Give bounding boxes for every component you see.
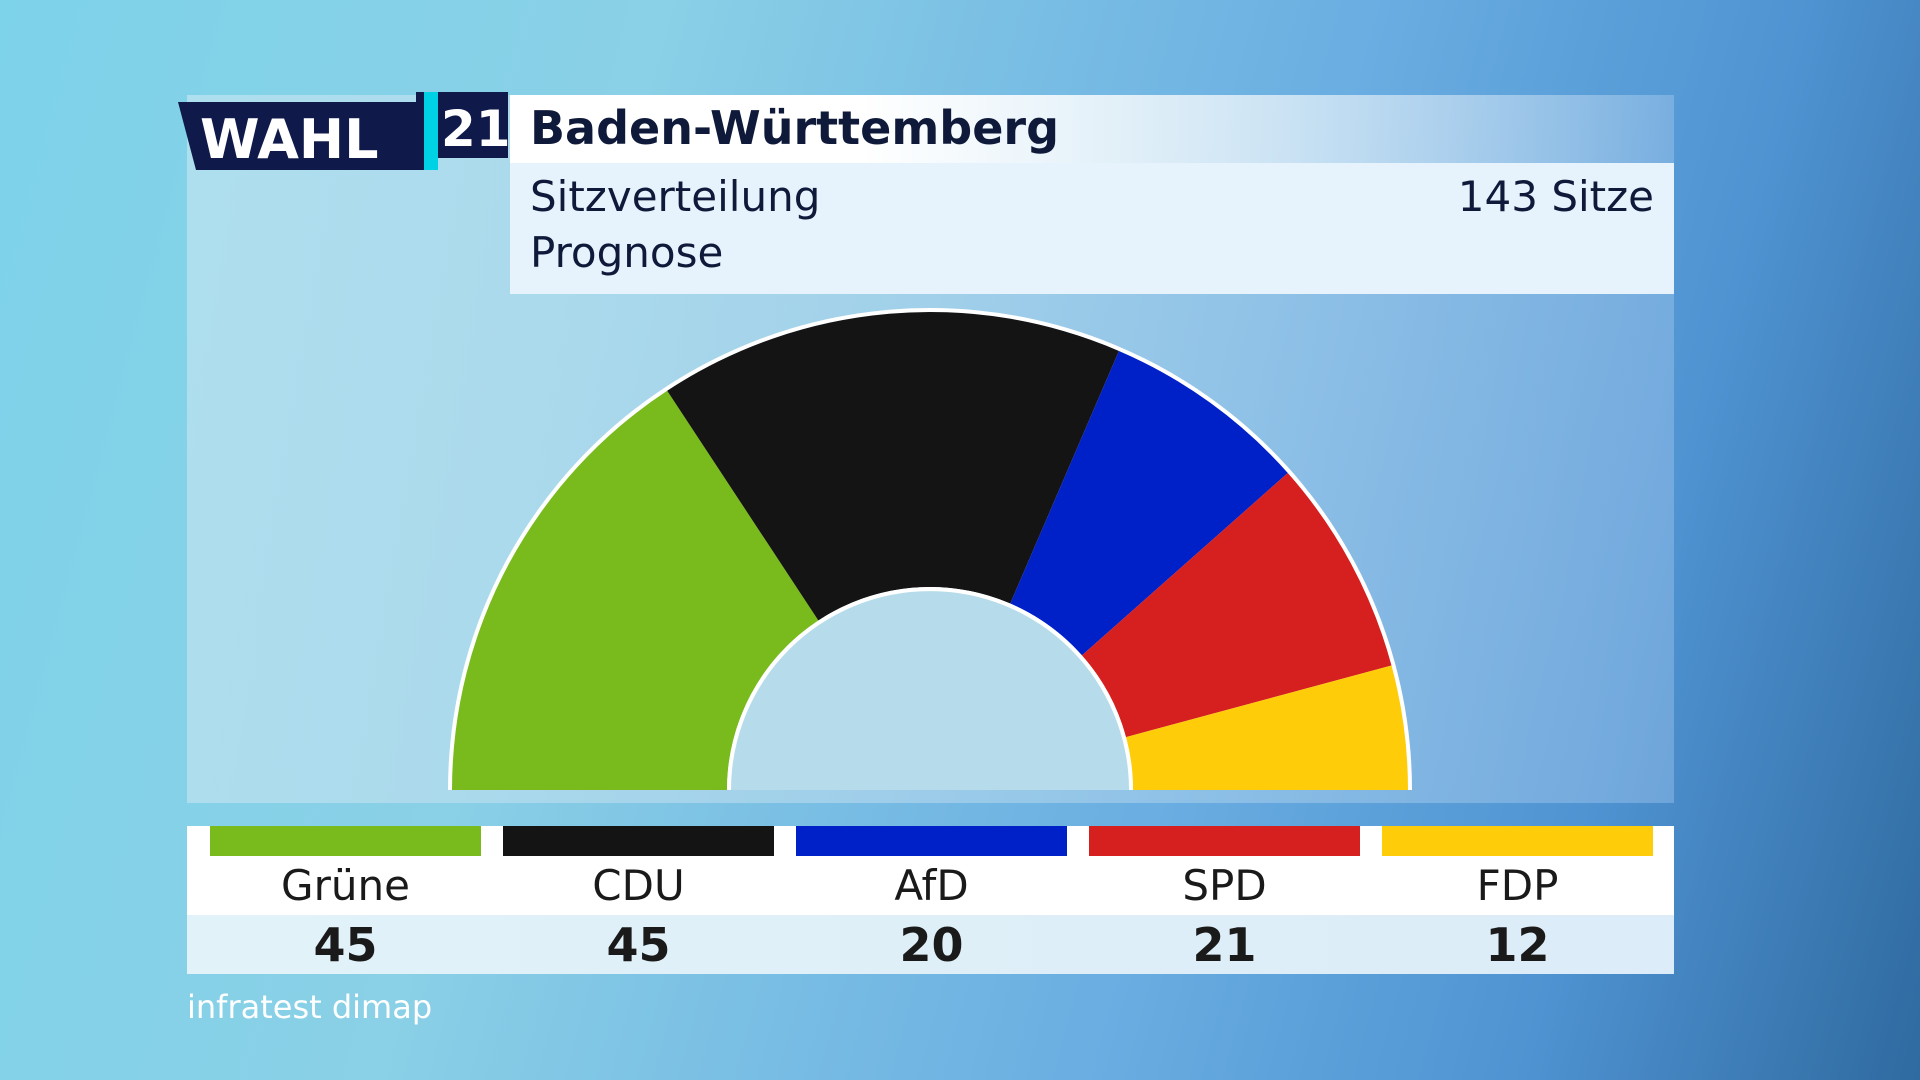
seat-segment-4: [1081, 473, 1392, 738]
legend-party-name: CDU: [592, 861, 685, 910]
subtitle-box: [510, 163, 1674, 294]
legend-item: AfD 20: [796, 826, 1067, 974]
logo-word-bg: [178, 102, 416, 170]
logo-accent: [424, 92, 438, 170]
legend-party-seats: 20: [899, 918, 964, 972]
seat-segment-2: [667, 311, 1119, 621]
legend-party-seats: 21: [1192, 918, 1257, 972]
legend-party-seats: 45: [606, 918, 671, 972]
subtitle-line-1: Sitzverteilung: [530, 172, 821, 221]
source-credit: infratest dimap: [187, 988, 433, 1026]
title-bar: [510, 95, 1674, 163]
legend-party-name: AfD: [894, 861, 969, 910]
legend-swatch: [503, 826, 774, 856]
wahl-logo: WAHL 21: [178, 92, 508, 171]
chart-center: [731, 591, 1129, 790]
logo-word: WAHL: [200, 108, 379, 171]
logo-year: 21: [441, 100, 508, 158]
legend-swatch: [796, 826, 1067, 856]
page-title: Baden-Württemberg: [530, 101, 1060, 155]
seat-segment-3: [1010, 350, 1288, 656]
legend-values-row: [187, 915, 1674, 974]
legend-party-name: Grüne: [281, 861, 410, 910]
subtitle-line-2: Prognose: [530, 228, 724, 277]
total-seats: 143 Sitze: [1457, 172, 1654, 221]
legend-item: FDP 12: [1382, 826, 1653, 974]
legend-swatch: [210, 826, 481, 856]
legend-swatch: [1382, 826, 1653, 856]
seat-segment-1: [452, 390, 819, 790]
seat-segment-5: [1125, 665, 1408, 790]
legend-party-name: SPD: [1182, 861, 1267, 910]
logo-year-bg: [438, 92, 508, 158]
legend-item: Grüne 45: [210, 826, 481, 974]
legend-party-seats: 45: [313, 918, 378, 972]
legend-swatch: [1089, 826, 1360, 856]
legend-party-seats: 12: [1485, 918, 1550, 972]
legend-item: SPD 21: [1089, 826, 1360, 974]
legend-party-name: FDP: [1476, 861, 1559, 910]
legend-item: CDU 45: [503, 826, 774, 974]
